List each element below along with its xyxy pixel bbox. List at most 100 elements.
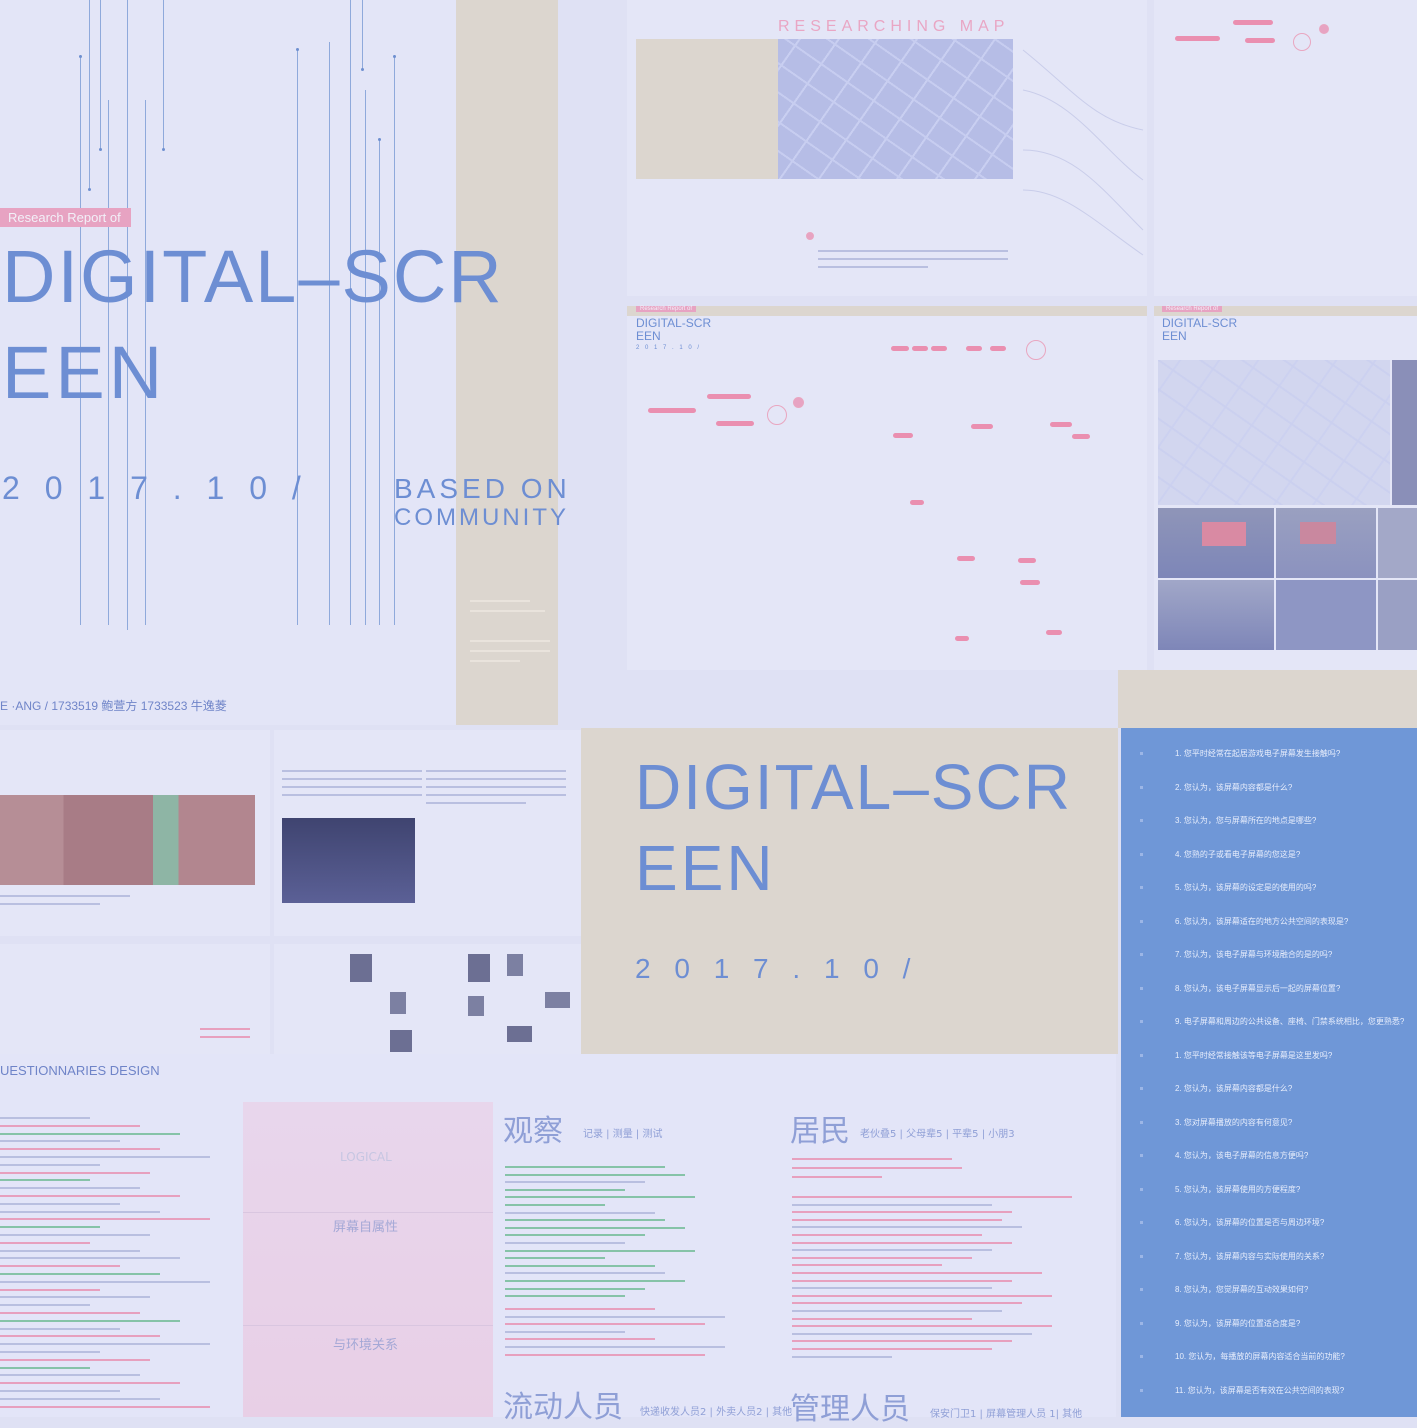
flow-panel <box>1154 0 1417 296</box>
question-bullet <box>1140 1087 1143 1090</box>
text-line <box>792 1332 1032 1335</box>
text-line <box>505 1295 625 1298</box>
question-item: 6. 您认为，该屏幕适在的地方公共空间的表现是? <box>1175 916 1349 926</box>
question-item: 9. 您认为，该屏幕的位置适合度是? <box>1175 1318 1301 1328</box>
question-bullet <box>1140 852 1143 856</box>
text-line <box>792 1158 952 1160</box>
thumb-photo <box>545 992 570 1008</box>
text-line <box>792 1241 1012 1244</box>
cover-subtitle-line2: COMMUNITY <box>394 504 569 531</box>
text-line <box>792 1287 992 1290</box>
question-bullet <box>1140 986 1143 990</box>
text-line <box>505 1204 605 1206</box>
cover-subtitle-line1: BASED ON <box>394 473 571 504</box>
logical-divider <box>243 1212 493 1213</box>
question-item: 3. 您认为，您与屏幕所在的地点是哪些? <box>1175 816 1317 825</box>
journey-node <box>767 405 787 425</box>
manager-sub: 保安门卫1 | 屏幕管理人员 1| 其他 <box>930 1409 1083 1420</box>
text-line <box>505 1211 655 1214</box>
text-line <box>792 1302 1022 1305</box>
question-item: 5. 您认为，该屏幕使用的方便程度? <box>1175 1184 1301 1194</box>
cover-panel <box>0 0 456 725</box>
journey-pill <box>971 424 993 429</box>
text-line <box>792 1256 972 1259</box>
map-text-line <box>818 266 928 268</box>
observation-text-line <box>426 802 526 804</box>
cover-tan-stripe <box>456 0 558 725</box>
text-line <box>0 1124 140 1127</box>
question-item: 4. 您认为，该电子屏幕的信息方便吗? <box>1175 1151 1309 1160</box>
cover-dot <box>378 138 381 141</box>
question-bullet <box>1140 819 1143 822</box>
report-tag: Research Report of <box>0 208 131 227</box>
text-line <box>0 1382 180 1385</box>
cover-dot <box>99 148 102 151</box>
text-line <box>505 1257 605 1260</box>
question-item: 8. 您认为，该电子屏幕显示后一起的屏幕位置? <box>1175 983 1341 993</box>
cover-dot <box>79 55 82 58</box>
photo-title-line1: DIGITAL-SCR <box>1162 316 1238 330</box>
text-line <box>505 1280 685 1282</box>
question-bullet <box>1140 785 1143 789</box>
logical-column <box>243 1102 493 1417</box>
map-text-line <box>818 250 1008 252</box>
row1-label: 屏幕自属性 <box>333 1220 399 1235</box>
text-line <box>792 1294 1052 1297</box>
cover-title-line1: DIGITAL–SCR <box>2 235 504 318</box>
question-bullet <box>1140 1053 1143 1057</box>
question-item: 9. 电子屏幕和周边的公共设备、座椅、门禁系统相比，您更熟悉? <box>1175 1017 1405 1026</box>
cover-line <box>297 50 298 625</box>
photo-top-stripe <box>1154 306 1417 316</box>
text-line <box>792 1196 1072 1198</box>
text-line <box>505 1264 655 1267</box>
question-bullet <box>1140 1221 1143 1224</box>
resident-sub: 老伙叠5 | 父母辈5 | 平辈5 | 小朋3 <box>860 1129 1015 1140</box>
journey-pill <box>1018 558 1036 563</box>
survey-line <box>200 1028 250 1030</box>
second-title-line1: DIGITAL–SCR <box>635 751 1072 823</box>
tan-text-line <box>470 660 520 662</box>
text-line <box>505 1338 655 1341</box>
journey-pill <box>910 500 924 505</box>
thumb-photo <box>390 1030 412 1052</box>
text-line <box>792 1310 1002 1312</box>
text-line <box>505 1287 645 1290</box>
question-panel <box>1121 728 1417 1417</box>
text-line <box>0 1179 90 1182</box>
journey-node <box>793 397 804 408</box>
text-line <box>792 1317 972 1320</box>
observation-text-line <box>426 778 566 780</box>
text-line <box>0 1374 140 1377</box>
observation-text-line <box>426 786 566 788</box>
thumb-photo <box>350 954 372 982</box>
row2-label: 与环境关系 <box>333 1338 399 1353</box>
flow-node <box>1293 33 1311 51</box>
journey-pill <box>648 408 696 413</box>
text-line <box>0 1288 100 1291</box>
interview-photo <box>0 795 255 885</box>
observation-text-line <box>426 794 566 796</box>
text-line <box>0 1319 180 1322</box>
screen-photo <box>1378 508 1417 578</box>
text-line <box>505 1173 685 1176</box>
cover-line <box>365 90 366 625</box>
second-cover-panel <box>581 728 1118 1054</box>
tan-text-line <box>470 600 530 602</box>
map-tan-block <box>636 39 778 179</box>
text-line <box>505 1272 665 1275</box>
question-bullet <box>1140 1120 1143 1124</box>
question-bullet <box>1140 752 1143 755</box>
text-line <box>0 1210 160 1213</box>
logical-divider <box>243 1325 493 1326</box>
question-item: 7. 您认为，该电子屏幕与环境融合的是的吗? <box>1175 950 1333 959</box>
cover-dot <box>393 55 396 58</box>
second-title-line2: EEN <box>635 832 776 904</box>
text-line <box>505 1308 655 1310</box>
journey-pill <box>1050 422 1072 427</box>
tan-text-line <box>470 650 550 652</box>
text-line <box>0 1273 160 1275</box>
question-item: 3. 您对屏幕播放的内容有何意见? <box>1175 1117 1293 1127</box>
text-line <box>505 1219 665 1222</box>
text-line <box>792 1218 1002 1221</box>
observe-title: 观察 <box>503 1114 563 1149</box>
